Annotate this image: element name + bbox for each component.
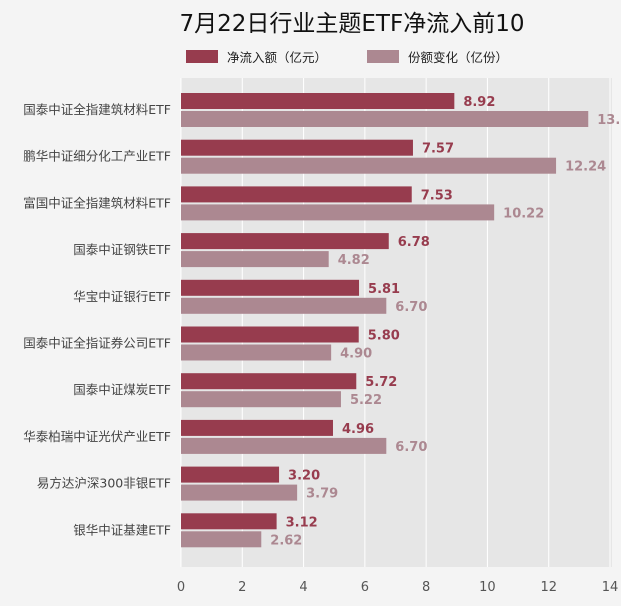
x-tick-label: 8 — [422, 580, 430, 595]
value-label-net-inflow: 6.78 — [398, 235, 430, 250]
x-tick-label: 12 — [540, 580, 557, 595]
bar-net-inflow — [181, 139, 413, 156]
category-label: 国泰中证煤炭ETF — [73, 382, 171, 397]
value-label-share-change: 13.29 — [597, 113, 621, 128]
category-label: 富国中证全指建筑材料ETF — [23, 195, 171, 210]
bar-share-change — [181, 437, 387, 454]
x-tick-label: 2 — [238, 580, 246, 595]
value-label-net-inflow: 7.53 — [421, 188, 453, 203]
bar-net-inflow — [181, 279, 360, 296]
category-label: 国泰中证钢铁ETF — [73, 242, 171, 257]
bar-net-inflow — [181, 186, 412, 203]
x-axis-labels: 0 2 4 6 8 10 12 14 — [177, 580, 618, 595]
legend-label: 净流入额（亿元） — [227, 50, 327, 65]
bar-share-change — [181, 484, 298, 501]
value-label-share-change: 12.24 — [565, 160, 606, 175]
x-tick-label: 10 — [479, 580, 496, 595]
bar-net-inflow — [181, 93, 455, 109]
legend-swatch — [186, 50, 218, 63]
y-axis-labels: 国泰中证全指建筑材料ETF 鹏华中证细分化工产业ETF 富国中证全指建筑材料ETF 国… — [23, 102, 171, 537]
value-label-net-inflow: 5.80 — [368, 329, 400, 344]
category-label: 鹏华中证细分化工产业ETF — [23, 149, 171, 164]
value-label-share-change: 5.22 — [350, 393, 382, 408]
x-tick-label: 4 — [299, 580, 307, 595]
bar-share-change — [181, 251, 329, 268]
legend: 净流入额（亿元） 份额变化（亿份） — [186, 50, 508, 65]
bar-share-change — [181, 391, 341, 408]
value-label-share-change: 6.70 — [395, 440, 427, 455]
legend-swatch — [367, 50, 399, 63]
x-tick-label: 14 — [602, 580, 619, 595]
value-label-share-change: 2.62 — [270, 533, 302, 548]
bar-net-inflow — [181, 513, 277, 530]
bar-net-inflow — [181, 419, 333, 436]
value-label-net-inflow: 3.12 — [286, 515, 318, 530]
category-label: 银华中证基建ETF — [73, 522, 171, 537]
bars — [181, 93, 589, 548]
category-label: 易方达沪深300非银ETF — [37, 476, 171, 491]
bar-share-change — [181, 531, 262, 548]
bar-share-change — [181, 204, 495, 221]
value-label-net-inflow: 5.81 — [368, 282, 400, 297]
bar-net-inflow — [181, 373, 357, 390]
value-label-net-inflow: 3.20 — [288, 469, 320, 484]
bar-share-change — [181, 157, 557, 174]
value-label-share-change: 6.70 — [395, 300, 427, 315]
legend-label: 份额变化（亿份） — [408, 50, 508, 65]
value-label-share-change: 4.90 — [340, 347, 372, 362]
value-label-net-inflow: 8.92 — [463, 95, 495, 110]
value-label-share-change: 10.22 — [503, 206, 544, 221]
x-tick-label: 6 — [361, 580, 369, 595]
value-label-net-inflow: 7.57 — [422, 142, 454, 157]
bar-share-change — [181, 344, 332, 361]
chart-title: 7月22日行业主题ETF净流入前10 — [180, 11, 525, 37]
bar-net-inflow — [181, 233, 389, 250]
category-label: 华宝中证银行ETF — [73, 289, 171, 304]
category-label: 国泰中证全指证券公司ETF — [23, 336, 171, 351]
value-label-net-inflow: 5.72 — [365, 375, 397, 390]
value-label-net-inflow: 4.96 — [342, 422, 374, 437]
bar-share-change — [181, 297, 387, 314]
value-labels: 8.92 13.29 7.57 12.24 7.53 10.22 6.78 4.82 5.81 6… — [270, 95, 621, 548]
category-label: 华泰柏瑞中证光伏产业ETF — [23, 429, 171, 444]
value-label-share-change: 4.82 — [338, 253, 370, 268]
bar-share-change — [181, 111, 589, 127]
x-tick-label: 0 — [177, 580, 185, 595]
category-label: 国泰中证全指建筑材料ETF — [23, 102, 171, 117]
bar-net-inflow — [181, 466, 280, 483]
bar-net-inflow — [181, 326, 359, 343]
value-label-share-change: 3.79 — [306, 487, 338, 502]
